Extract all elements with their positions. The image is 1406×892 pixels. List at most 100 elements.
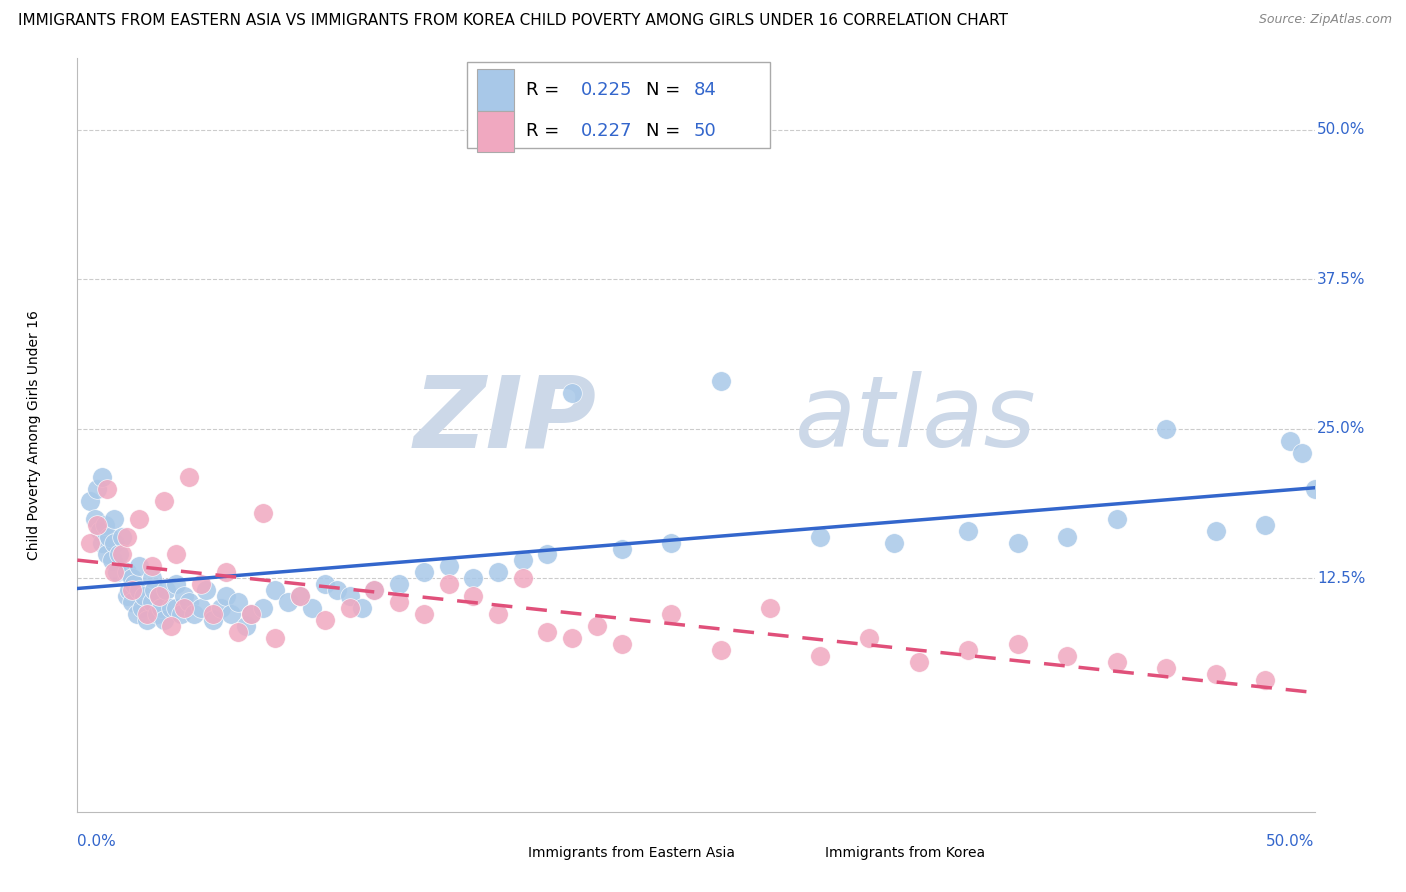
Text: N =: N = [647,122,686,140]
Point [1105,655,1128,669]
Point [86,517,108,532]
Text: 0.225: 0.225 [581,81,633,99]
Point [150,601,173,615]
Point [759,601,782,615]
Point [314,613,336,627]
Text: 0.0%: 0.0% [77,834,117,849]
Point [195,583,218,598]
Point [1154,661,1177,675]
Text: 50: 50 [693,122,716,140]
Point [121,583,143,598]
Point [91,469,114,483]
Point [463,571,485,585]
Point [226,595,249,609]
Point [314,577,336,591]
Point [1056,649,1078,664]
Point [1056,530,1078,544]
Point [128,559,150,574]
Point [121,571,143,585]
Point [160,601,183,615]
Point [659,607,682,622]
Point [264,632,287,646]
Text: 37.5%: 37.5% [1317,272,1365,287]
Point [128,511,150,525]
Text: R =: R = [526,122,565,140]
Point [252,506,274,520]
Point [108,548,131,562]
Point [235,619,257,633]
Text: 0.227: 0.227 [581,122,633,140]
Point [486,566,509,580]
Point [326,583,349,598]
Point [183,607,205,622]
Point [190,577,212,591]
Point [141,559,163,574]
Point [115,566,138,580]
Bar [477,70,515,111]
Point [710,643,733,657]
Point [536,548,558,562]
Point [412,607,434,622]
Point [89,524,111,538]
Text: 84: 84 [693,81,717,99]
Point [128,583,150,598]
Point [907,655,929,669]
Point [209,601,232,615]
Point [1291,446,1313,460]
Point [350,601,373,615]
Point [86,482,108,496]
Point [83,511,105,525]
Point [202,613,225,627]
Point [118,583,141,598]
Point [148,590,170,604]
Point [98,530,121,544]
Point [103,535,125,549]
Point [1205,667,1227,681]
Point [143,583,166,598]
Point [808,530,831,544]
Text: ZIP: ZIP [413,371,598,468]
Text: Immigrants from Eastern Asia: Immigrants from Eastern Asia [527,847,735,860]
Point [165,548,187,562]
Point [170,607,193,622]
Point [301,601,323,615]
Point [1278,434,1301,448]
Point [512,571,534,585]
Point [264,583,287,598]
Point [561,386,583,401]
Point [437,559,460,574]
Point [288,590,311,604]
Bar [477,111,515,153]
Point [1154,422,1177,436]
Point [141,571,163,585]
Point [659,535,682,549]
Point [122,577,145,591]
Point [173,590,195,604]
Point [105,566,128,580]
Point [463,590,485,604]
Point [215,566,238,580]
Point [239,607,262,622]
Point [190,601,212,615]
Point [388,577,411,591]
Point [96,482,118,496]
Point [103,511,125,525]
Point [125,607,148,622]
Point [610,637,633,651]
Point [121,595,143,609]
Point [155,583,177,598]
Point [93,517,115,532]
Point [141,595,163,609]
Point [808,649,831,664]
Point [202,607,225,622]
Point [1105,511,1128,525]
Text: 50.0%: 50.0% [1267,834,1315,849]
Point [363,583,385,598]
Point [858,632,880,646]
Text: 50.0%: 50.0% [1317,122,1365,137]
Point [957,643,980,657]
Point [111,530,134,544]
Point [277,595,299,609]
Point [148,590,170,604]
Point [363,583,385,598]
